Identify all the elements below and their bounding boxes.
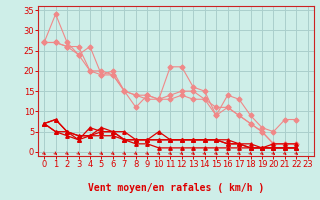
X-axis label: Vent moyen/en rafales ( km/h ): Vent moyen/en rafales ( km/h ) <box>88 183 264 193</box>
